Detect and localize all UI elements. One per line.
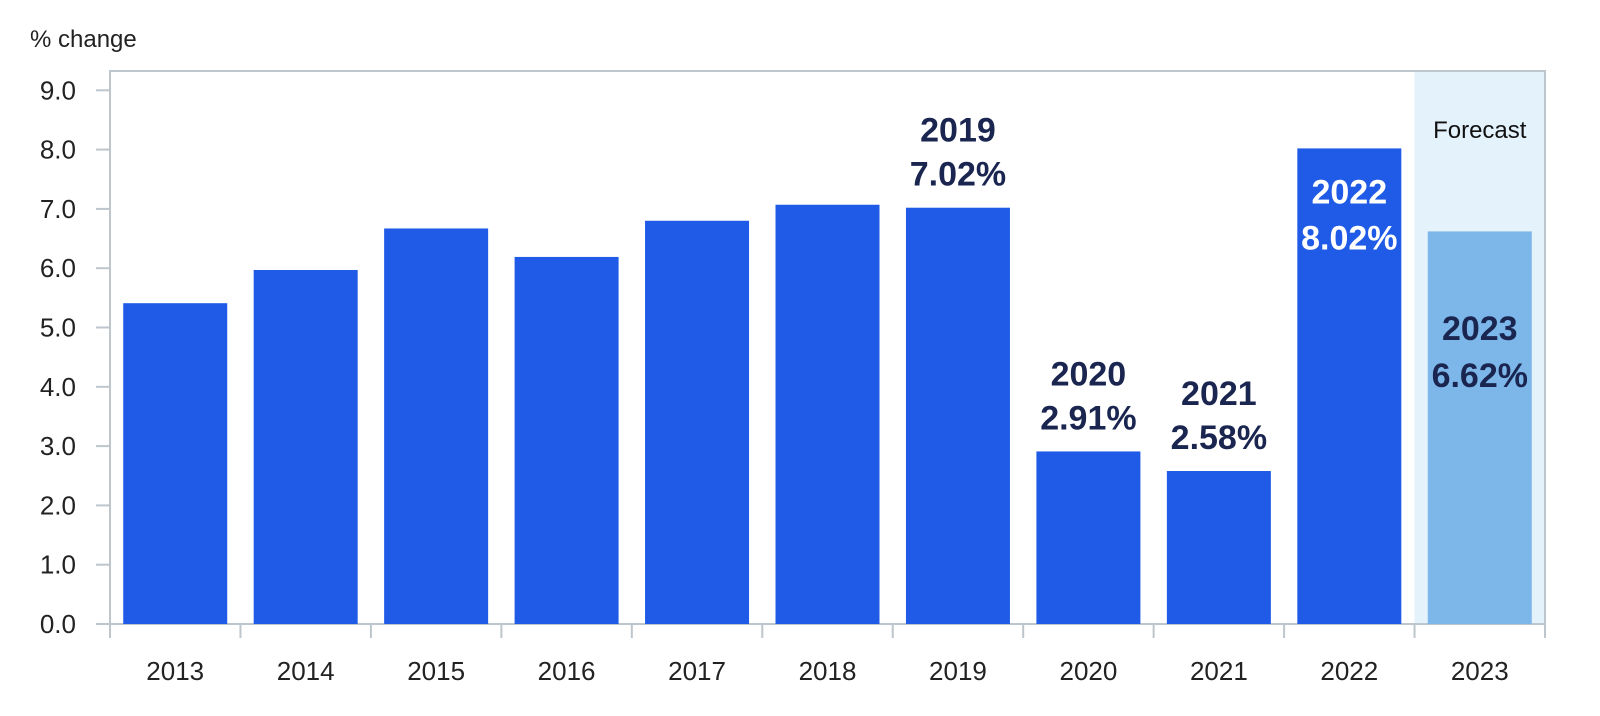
bar-2019 xyxy=(905,207,1010,625)
y-tick-label: 0.0 xyxy=(40,609,76,639)
x-tick-label: 2017 xyxy=(668,656,726,686)
x-tick-label: 2023 xyxy=(1451,656,1509,686)
annotation-year: 2021 xyxy=(1181,375,1257,413)
y-tick-label: 4.0 xyxy=(40,372,76,402)
y-tick-label: 2.0 xyxy=(40,490,76,520)
y-tick-label: 7.0 xyxy=(40,194,76,224)
y-tick-label: 1.0 xyxy=(40,550,76,580)
annotation-year: 2022 xyxy=(1311,173,1387,211)
x-tick-label: 2014 xyxy=(277,656,335,686)
y-tick-label: 9.0 xyxy=(40,75,76,105)
bar-2021 xyxy=(1166,471,1271,624)
x-tick-label: 2021 xyxy=(1190,656,1248,686)
annotation-value: 7.02% xyxy=(910,156,1006,194)
x-axis-ticks: 2013 2014 2015 2016 2017 2018 2019 2020 2021 2022… xyxy=(109,624,1546,686)
y-tick-label: 6.0 xyxy=(40,253,76,283)
x-tick-label: 2022 xyxy=(1320,656,1378,686)
y-tick-label: 8.0 xyxy=(40,135,76,165)
x-tick-label: 2019 xyxy=(929,656,987,686)
forecast-label: Forecast xyxy=(1433,117,1527,144)
bar-2013 xyxy=(123,303,228,624)
bar-2018 xyxy=(775,204,880,624)
bar-2014 xyxy=(253,269,358,624)
annotation-value: 8.02% xyxy=(1301,219,1397,257)
annotation-value: 6.62% xyxy=(1432,357,1528,395)
annotation-year: 2019 xyxy=(920,112,996,150)
x-tick-label: 2020 xyxy=(1059,656,1117,686)
annotation-year: 2023 xyxy=(1442,310,1518,348)
bar-2017 xyxy=(645,220,750,624)
annotation-year: 2020 xyxy=(1051,355,1127,393)
bar-2023 xyxy=(1427,231,1532,624)
bar-2016 xyxy=(514,256,619,624)
bar-2020 xyxy=(1036,451,1141,624)
annotation-value: 2.91% xyxy=(1040,399,1136,437)
x-tick-label: 2013 xyxy=(146,656,204,686)
x-tick-label: 2015 xyxy=(407,656,465,686)
x-tick-label: 2016 xyxy=(538,656,596,686)
annotation-value: 2.58% xyxy=(1171,419,1267,457)
bar-annotations: 2019 7.02% 2020 2.91% 2021 2.58% 2022 8.02% 2023… xyxy=(910,112,1528,457)
y-tick-label: 3.0 xyxy=(40,431,76,461)
bars xyxy=(123,148,1532,625)
y-axis-ticks: 0.0 1.0 2.0 3.0 4.0 5.0 6.0 7.0 8.0 9.0 xyxy=(40,75,110,639)
y-tick-label: 5.0 xyxy=(40,313,76,343)
bar-2015 xyxy=(384,228,489,624)
y-axis-title: % change xyxy=(30,26,137,53)
bar-2022 xyxy=(1297,148,1402,624)
x-tick-label: 2018 xyxy=(799,656,857,686)
